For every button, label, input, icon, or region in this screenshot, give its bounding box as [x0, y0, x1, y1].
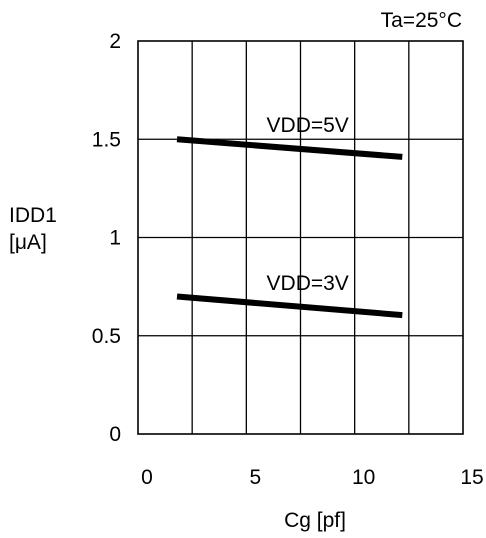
series-label: VDD=3V	[267, 272, 349, 295]
y-tick-label: 2	[109, 30, 121, 53]
y-axis-label-line2: [μA]	[9, 231, 47, 254]
x-tick-label: 10	[352, 466, 375, 489]
x-axis-label: Cg [pf]	[284, 509, 346, 532]
x-tick-label: 0	[141, 466, 153, 489]
series-label: VDD=5V	[267, 114, 349, 137]
series-line	[176, 136, 403, 160]
temperature-annotation: Ta=25°C	[381, 9, 462, 32]
series-layer	[176, 136, 403, 319]
y-tick-label: 1.5	[92, 128, 121, 151]
x-tick-labels: 0 5 10 15	[141, 466, 484, 489]
series-labels: VDD=5V VDD=3V	[267, 114, 349, 295]
y-tick-labels: 0 0.5 1 1.5 2	[92, 30, 121, 446]
y-tick-label: 0	[109, 423, 121, 446]
x-tick-label: 5	[249, 466, 261, 489]
x-tick-label: 15	[460, 466, 483, 489]
y-tick-label: 0.5	[92, 325, 121, 348]
y-tick-label: 1	[109, 227, 121, 250]
plot-frame	[137, 40, 464, 435]
series-line	[176, 293, 403, 319]
grid	[138, 41, 463, 434]
y-axis-label-line1: IDD1	[9, 204, 57, 227]
